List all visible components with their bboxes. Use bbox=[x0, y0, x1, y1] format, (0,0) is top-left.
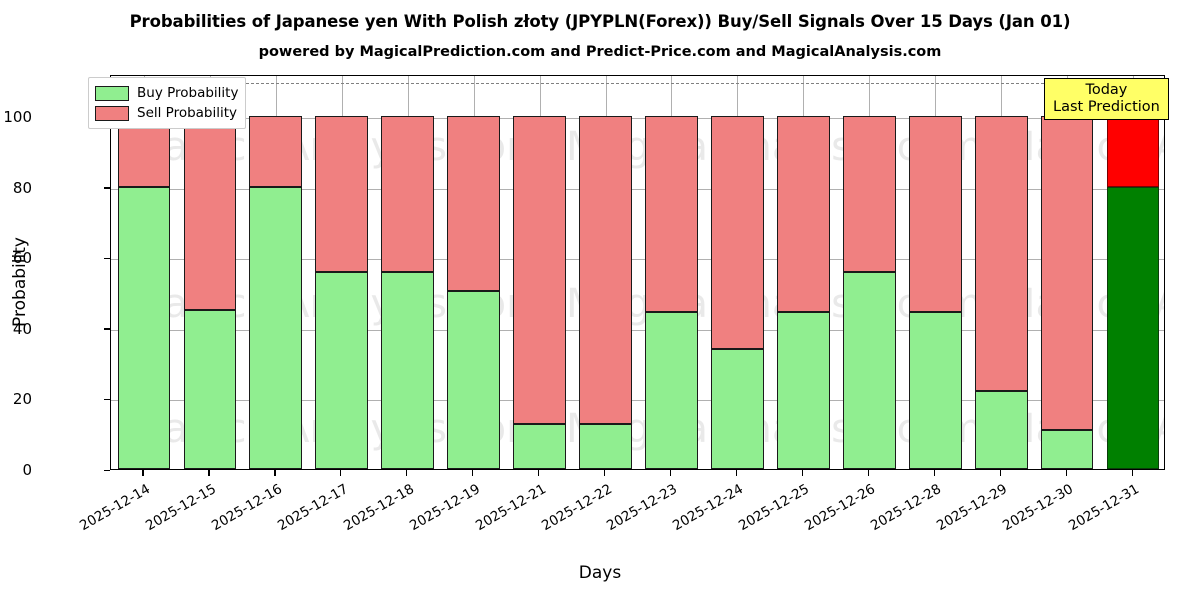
y-gridline bbox=[111, 400, 1164, 402]
y-tick-label: 0 bbox=[22, 461, 32, 479]
y-tick-mark bbox=[104, 398, 110, 401]
x-tick-mark bbox=[735, 470, 738, 476]
y-tick-label: 100 bbox=[3, 108, 32, 127]
bar-segment-sell bbox=[645, 116, 698, 313]
bar-segment-sell bbox=[381, 116, 435, 272]
bar-segment-buy bbox=[1040, 430, 1094, 469]
bar-segment-sell bbox=[249, 116, 303, 187]
y-tick-label: 60 bbox=[12, 249, 32, 268]
y-gridline bbox=[111, 118, 1164, 120]
bar[interactable] bbox=[579, 76, 632, 469]
x-tick-mark bbox=[340, 470, 342, 476]
y-gridline bbox=[111, 188, 1164, 190]
bar[interactable] bbox=[315, 76, 369, 469]
bar[interactable] bbox=[1040, 76, 1094, 469]
bar-segment-buy bbox=[645, 312, 698, 469]
legend-label-buy: Buy Probability bbox=[137, 85, 239, 101]
bar[interactable] bbox=[908, 76, 962, 469]
bar-segment-buy bbox=[711, 349, 764, 469]
x-tick-mark bbox=[274, 470, 276, 476]
bar-segment-buy bbox=[579, 423, 632, 469]
y-gridline bbox=[111, 329, 1164, 331]
bar-segment-sell bbox=[842, 116, 896, 272]
bar[interactable] bbox=[776, 76, 830, 469]
legend-item-buy[interactable]: Buy Probability bbox=[95, 83, 238, 103]
bar-segment-sell bbox=[447, 116, 501, 291]
x-tick-mark bbox=[669, 470, 672, 476]
chart-subtitle: powered by MagicalPrediction.com and Pre… bbox=[258, 44, 942, 60]
x-tick-mark bbox=[1131, 470, 1133, 476]
chart-title: Probabilities of Japanese yen With Polis… bbox=[129, 12, 1071, 31]
bar-segment-buy bbox=[447, 290, 501, 469]
bar-segment-buy bbox=[381, 271, 435, 469]
bar-segment-buy bbox=[974, 390, 1028, 469]
today-annotation-line2: Last Prediction bbox=[1053, 98, 1160, 115]
x-tick-mark bbox=[604, 470, 606, 476]
y-tick-label: 20 bbox=[12, 390, 32, 409]
y-gridline bbox=[111, 259, 1164, 261]
bar[interactable] bbox=[183, 76, 237, 469]
x-tick-mark bbox=[472, 470, 474, 476]
bar-segment-buy bbox=[183, 310, 237, 469]
bar-segment-sell bbox=[579, 116, 632, 424]
reference-line bbox=[111, 83, 1164, 85]
bar[interactable] bbox=[974, 76, 1028, 469]
bar-segment-buy bbox=[908, 312, 962, 469]
bar-segment-sell bbox=[776, 116, 830, 313]
y-tick-mark bbox=[104, 187, 110, 189]
legend-swatch-buy bbox=[95, 85, 129, 101]
y-tick-mark bbox=[104, 469, 110, 471]
bar[interactable] bbox=[842, 76, 896, 469]
bar-segment-sell bbox=[315, 116, 369, 272]
bar-segment-buy bbox=[1106, 186, 1160, 469]
bar-segment-sell bbox=[513, 116, 566, 424]
bar-today[interactable] bbox=[1106, 76, 1160, 469]
y-tick-mark bbox=[104, 328, 110, 330]
bar-segment-sell bbox=[711, 116, 764, 350]
bar-segment-buy bbox=[842, 271, 896, 469]
x-tick-mark bbox=[142, 470, 144, 476]
bar[interactable] bbox=[645, 76, 698, 469]
bar-segment-buy bbox=[117, 186, 171, 469]
bar[interactable] bbox=[447, 76, 501, 469]
today-annotation-line1: Today bbox=[1085, 82, 1128, 98]
plot-area: MagicalAnalysis.com MagicalAnalysis.com Ma… bbox=[110, 75, 1165, 470]
bar[interactable] bbox=[711, 76, 764, 469]
x-tick-mark bbox=[538, 470, 540, 476]
bar[interactable] bbox=[117, 76, 171, 469]
today-annotation: Today Last Prediction bbox=[1044, 78, 1169, 121]
x-tick-mark bbox=[933, 470, 935, 476]
bar-segment-sell bbox=[1040, 116, 1094, 431]
bar[interactable] bbox=[513, 76, 566, 469]
bar[interactable] bbox=[249, 76, 303, 469]
bar-segment-sell bbox=[974, 116, 1028, 391]
bar-segment-sell bbox=[1106, 116, 1160, 187]
x-tick-mark bbox=[999, 470, 1001, 476]
bar[interactable] bbox=[381, 76, 435, 469]
x-tick-mark bbox=[406, 470, 408, 476]
legend-swatch-sell bbox=[95, 105, 129, 121]
legend-item-sell[interactable]: Sell Probability bbox=[95, 103, 238, 123]
y-tick-mark bbox=[104, 257, 110, 260]
x-axis-label: Days bbox=[578, 563, 622, 583]
legend-label-sell: Sell Probability bbox=[137, 105, 238, 121]
bar-segment-buy bbox=[315, 271, 369, 469]
chart-legend: Buy Probability Sell Probability bbox=[88, 77, 247, 129]
bar-segment-buy bbox=[513, 423, 566, 469]
bar-segment-buy bbox=[249, 186, 303, 469]
y-tick-label: 80 bbox=[12, 178, 32, 197]
bar-segment-sell bbox=[183, 116, 237, 311]
x-tick-mark bbox=[1065, 470, 1067, 476]
y-tick-label: 40 bbox=[12, 319, 32, 338]
bar-segment-sell bbox=[908, 116, 962, 313]
x-tick-mark bbox=[867, 470, 869, 476]
bar-segment-buy bbox=[776, 312, 830, 469]
x-tick-mark bbox=[801, 470, 804, 476]
x-tick-mark bbox=[208, 470, 210, 476]
